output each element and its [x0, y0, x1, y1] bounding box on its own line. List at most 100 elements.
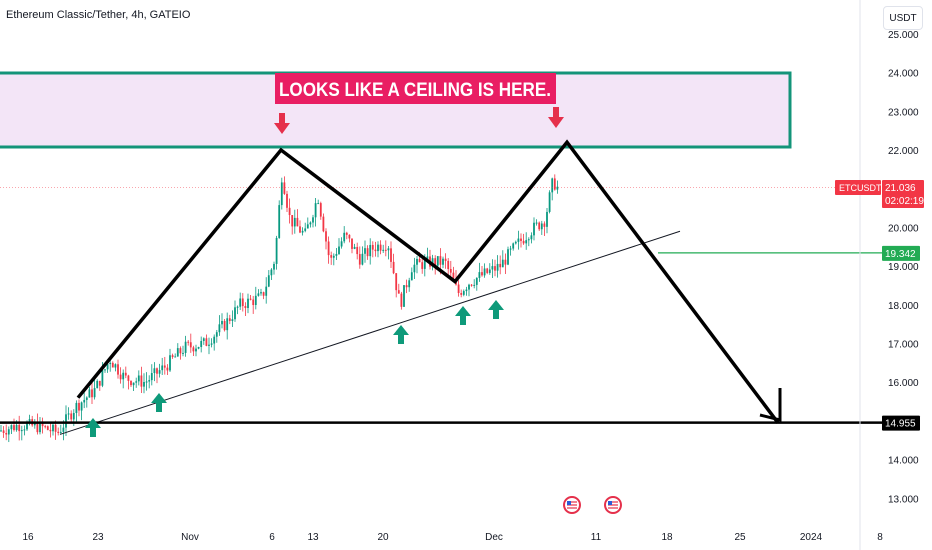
candle-body: [525, 240, 528, 244]
candle-body: [442, 258, 444, 265]
candle-body: [366, 248, 369, 257]
target-arrowhead: [759, 388, 782, 422]
candle-body: [124, 372, 127, 376]
candle-body: [85, 397, 88, 400]
candle-body: [361, 253, 364, 265]
candle-body: [62, 427, 65, 432]
currency-unit-button[interactable]: USDT: [883, 6, 923, 30]
last-price-tag: 21.036 02:02:19: [882, 180, 924, 208]
symbol-chip: [835, 180, 881, 195]
candle-body: [377, 244, 379, 252]
candle-body: [540, 223, 543, 230]
candle-body: [145, 381, 148, 383]
x-tick-label: Nov: [181, 532, 199, 543]
candle-body: [65, 414, 67, 428]
candle-body: [163, 365, 166, 368]
candle-body: [234, 307, 236, 320]
candle-body: [158, 370, 161, 374]
candle-body: [457, 284, 460, 294]
down-arrow-right: [548, 107, 564, 128]
svg-text:14.955: 14.955: [885, 419, 916, 430]
candle-body: [208, 344, 210, 346]
up-arrow-5: [488, 300, 504, 319]
candle-body: [553, 178, 556, 190]
candle-body: [184, 341, 187, 353]
candle-body: [91, 389, 93, 398]
candle-body: [452, 272, 455, 280]
x-tick-label: 20: [377, 532, 389, 543]
candle-body: [236, 306, 239, 308]
candle-body: [496, 263, 499, 271]
candle-body: [325, 231, 327, 242]
candle-body: [18, 424, 21, 432]
candle-body: [171, 355, 174, 357]
candle-body: [122, 372, 125, 380]
candle-body: [28, 419, 31, 424]
candle-body: [106, 364, 109, 370]
candle-body: [72, 412, 75, 420]
candle-body: [52, 424, 54, 432]
candle-body: [332, 255, 335, 258]
candle-body: [504, 259, 507, 265]
candle-body: [83, 399, 86, 403]
candle-body: [13, 425, 15, 431]
candle-body: [109, 362, 112, 365]
candle-body: [26, 423, 28, 430]
candle-body: [223, 321, 226, 331]
down-arrow-left: [274, 113, 290, 134]
candle-body: [210, 343, 213, 345]
candle-body: [88, 389, 91, 398]
candle-body: [410, 272, 413, 281]
candle-body: [140, 375, 143, 387]
symbol-chip-text: ETCUSDT: [839, 183, 882, 193]
candle-body: [494, 266, 496, 271]
candle-body: [218, 324, 221, 333]
candle-body: [527, 239, 530, 241]
candle-body: [551, 178, 554, 193]
candle-body: [400, 293, 403, 307]
y-tick-label: 25.000: [888, 30, 919, 41]
candle-body: [288, 207, 291, 216]
candle-body: [431, 258, 434, 267]
candle-body: [351, 238, 353, 249]
candle-body: [408, 280, 411, 288]
chart-title: Ethereum Classic/Tether, 4h, GATEIO: [6, 9, 191, 21]
up-arrow-1: [85, 418, 101, 437]
candle-body: [275, 237, 278, 264]
y-tick-label: 14.000: [888, 456, 919, 467]
ceiling-label-text: LOOKS LIKE A CEILING IS HERE.: [279, 80, 551, 101]
candle-body: [257, 293, 260, 296]
candle-body: [23, 429, 26, 431]
x-tick-label: 18: [661, 532, 673, 543]
candle-body: [148, 380, 151, 382]
candle-body: [101, 370, 104, 386]
candle-body: [231, 319, 234, 321]
candle-body: [20, 430, 23, 432]
candle-body: [119, 374, 122, 380]
candle-body: [387, 248, 390, 251]
candle-body: [462, 291, 465, 295]
candle-body: [330, 255, 333, 258]
candle-body: [135, 381, 138, 383]
candle-body: [390, 248, 392, 262]
candle-body: [444, 258, 447, 261]
candle-body: [340, 241, 343, 247]
ceiling-label-box: [275, 73, 556, 104]
candle-body: [59, 431, 62, 433]
candle-body: [93, 388, 96, 398]
candle-body: [70, 413, 73, 420]
candle-body: [262, 292, 265, 296]
candle-body: [499, 263, 502, 268]
candle-body: [143, 382, 145, 387]
x-tick-label: 6: [269, 532, 275, 543]
candle-body: [10, 425, 13, 430]
candle-body: [369, 244, 372, 257]
candle-body: [460, 293, 463, 295]
candle-body: [252, 299, 255, 306]
candle-body: [161, 365, 164, 371]
candle-body: [104, 369, 106, 371]
level-19342-tag: 19.342: [882, 245, 920, 261]
candle-body: [405, 285, 408, 288]
candle-body: [319, 203, 322, 217]
